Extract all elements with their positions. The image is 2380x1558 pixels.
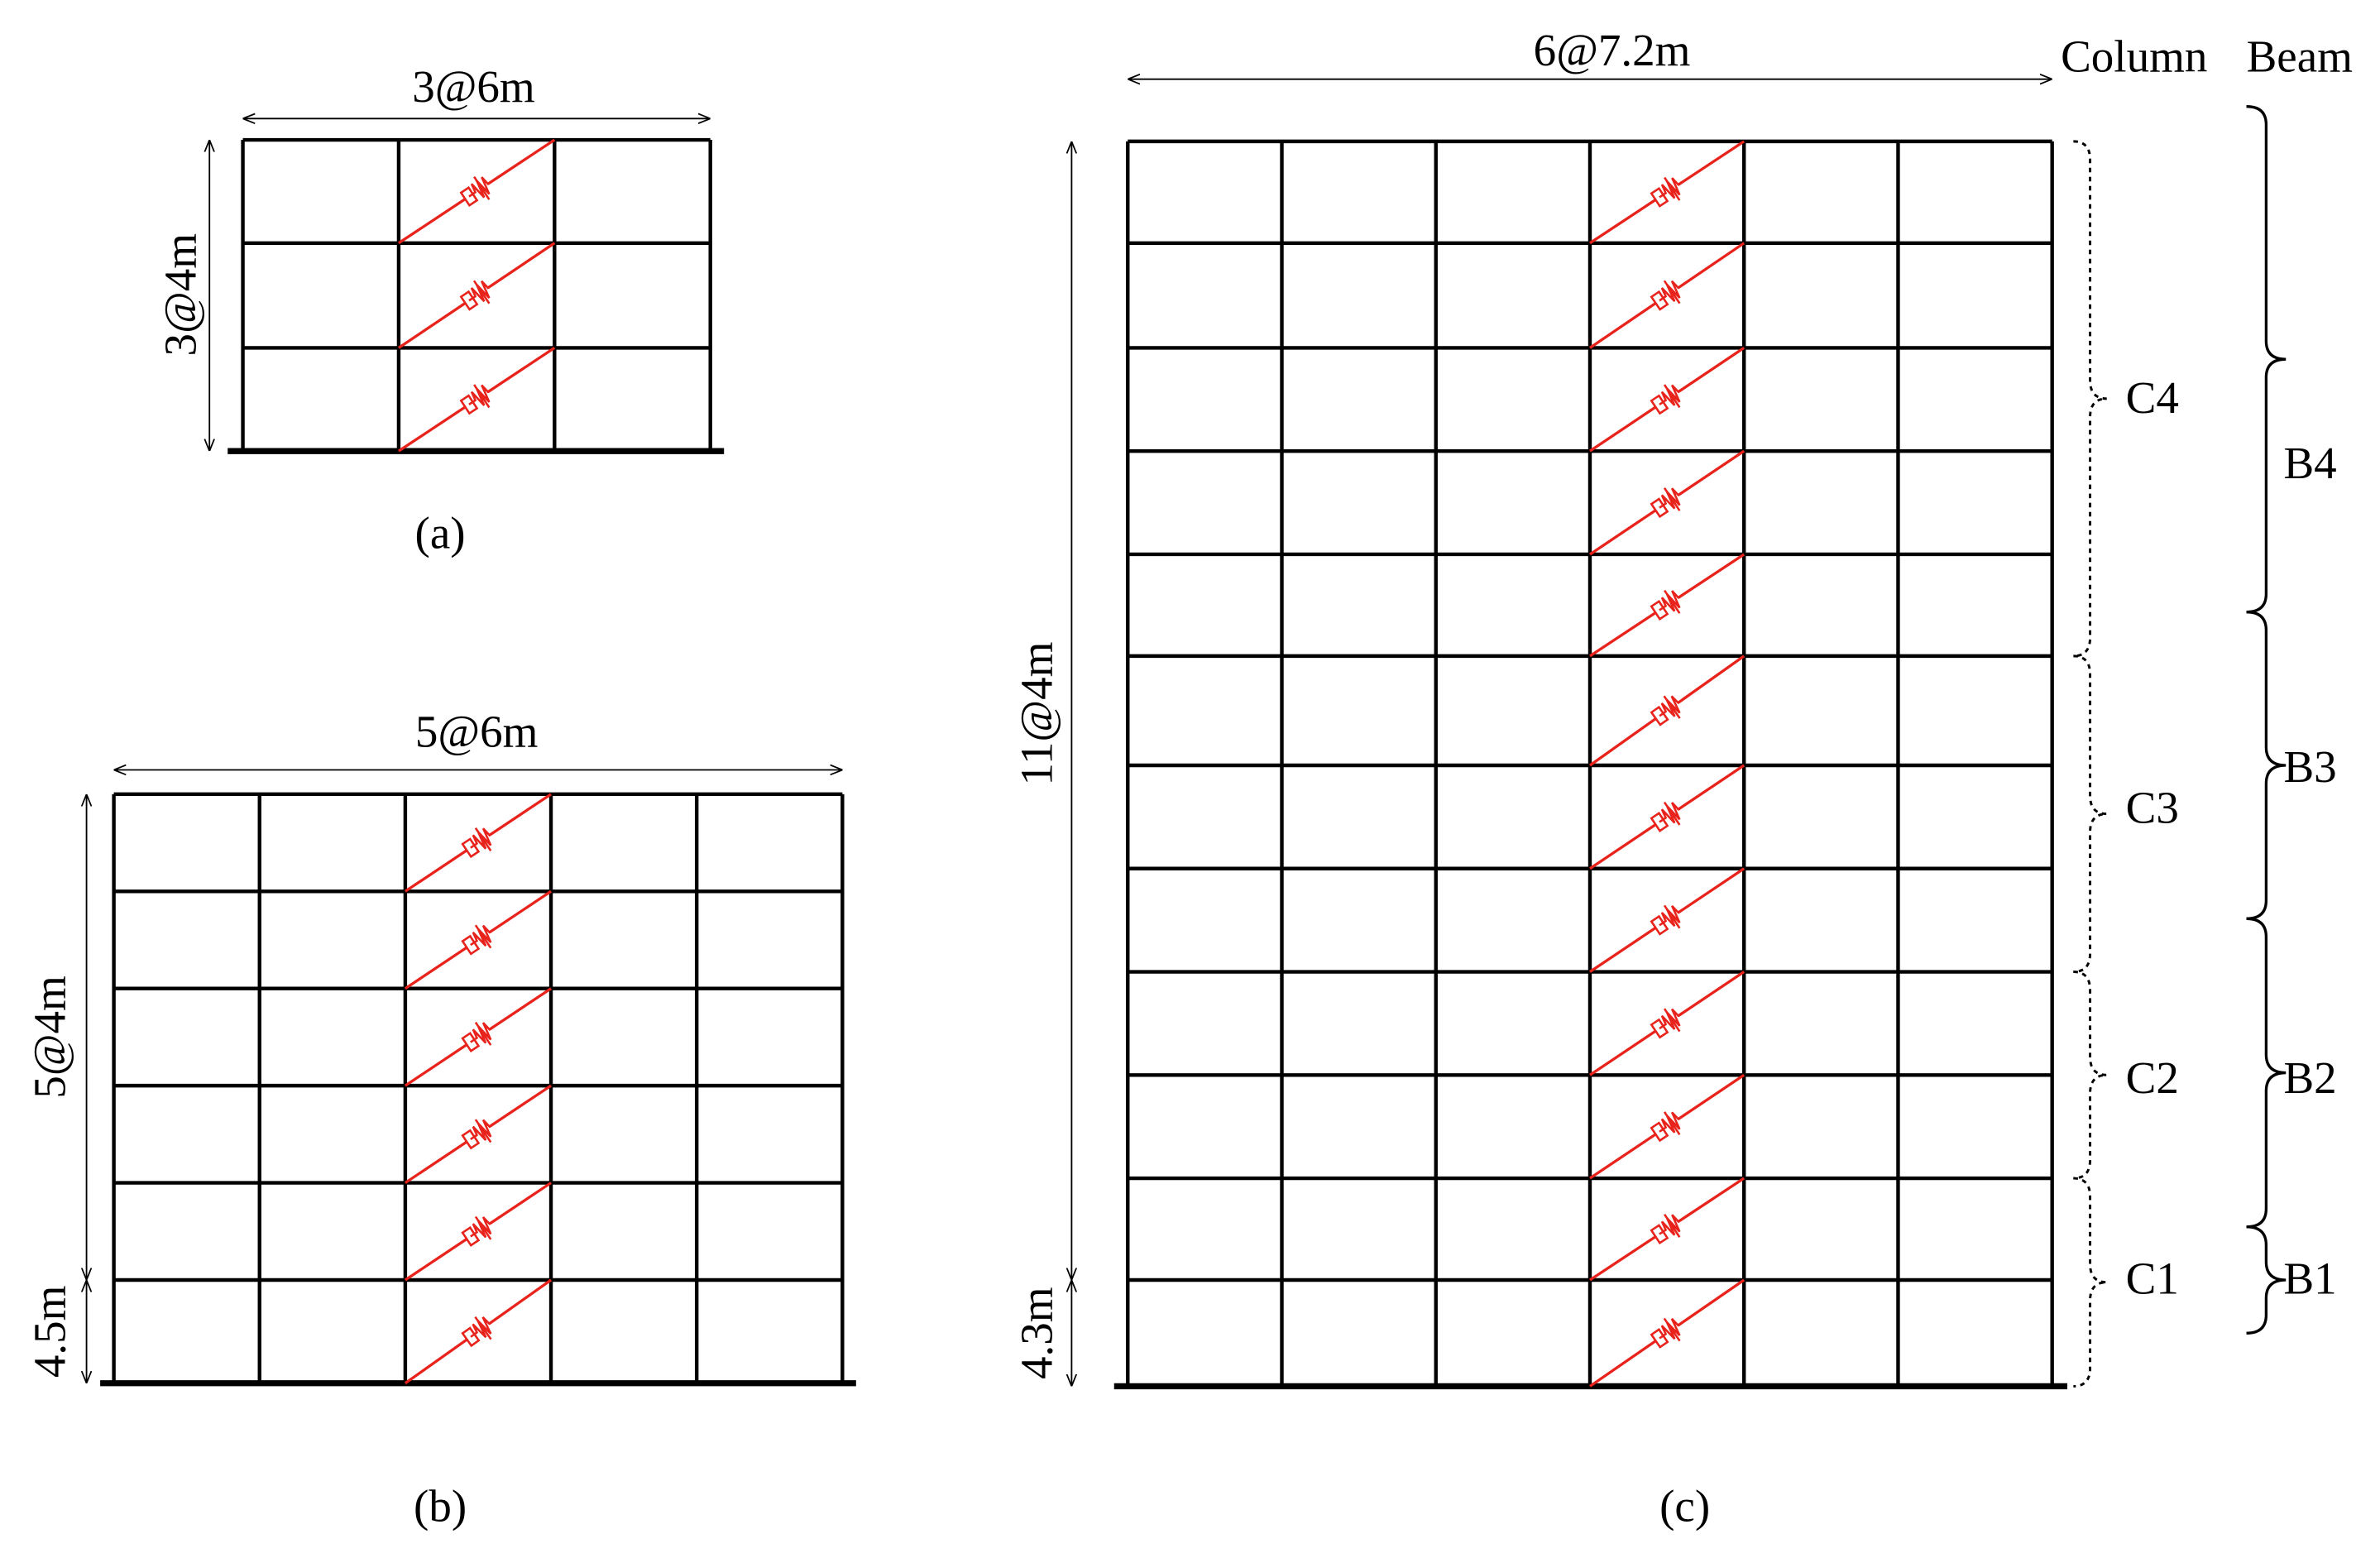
width-dim: 3@6m — [412, 61, 535, 112]
damper — [459, 175, 491, 207]
damper-symbol — [459, 175, 491, 207]
column-header: Column — [2061, 31, 2207, 81]
damper — [461, 1119, 493, 1150]
beam-group: B2 — [2283, 1052, 2336, 1103]
damper — [1650, 1008, 1682, 1039]
damper-symbol — [1650, 904, 1682, 936]
height-dim: 4.3m — [1011, 1287, 1061, 1379]
beam-brace — [2246, 917, 2287, 1229]
damper-symbol — [1650, 384, 1682, 415]
damper — [1650, 1213, 1682, 1245]
column-brace — [2073, 971, 2107, 1180]
height-dim: 11@4m — [1011, 642, 1061, 786]
damper-symbol — [459, 384, 491, 415]
damper-symbol — [1650, 589, 1682, 621]
beam-brace — [2246, 611, 2287, 920]
damper — [1650, 801, 1682, 832]
damper-symbol — [461, 924, 493, 956]
column-brace — [2073, 654, 2107, 973]
damper — [461, 827, 493, 859]
damper — [1650, 487, 1682, 519]
damper — [1650, 384, 1682, 415]
damper — [1650, 280, 1682, 311]
damper — [1650, 695, 1682, 726]
damper-symbol — [1650, 1317, 1682, 1349]
beam-brace — [2246, 105, 2287, 614]
damper-symbol — [461, 827, 493, 859]
height-dim: 3@4m — [155, 233, 205, 357]
damper-symbol — [1650, 176, 1682, 208]
damper — [1650, 1111, 1682, 1143]
column-group: C2 — [2126, 1052, 2179, 1103]
width-dim: 5@6m — [415, 707, 539, 757]
damper-symbol — [1650, 487, 1682, 519]
damper-symbol — [1650, 1008, 1682, 1039]
panel-label: (c) — [1659, 1481, 1710, 1532]
damper — [461, 1215, 493, 1247]
beam-group: B4 — [2283, 438, 2336, 488]
damper-symbol — [1650, 280, 1682, 311]
damper-symbol — [461, 1119, 493, 1150]
damper — [459, 384, 491, 415]
damper — [461, 1021, 493, 1052]
damper-symbol — [1650, 695, 1682, 726]
damper — [461, 924, 493, 956]
damper-symbol — [1650, 1111, 1682, 1143]
panel-label: (b) — [414, 1481, 467, 1532]
damper — [1650, 904, 1682, 936]
column-brace — [2073, 1177, 2107, 1388]
damper-symbol — [461, 1021, 493, 1052]
beam-group: B1 — [2283, 1253, 2336, 1303]
column-brace — [2073, 140, 2107, 658]
damper — [459, 280, 491, 311]
height-dim: 5@4m — [25, 976, 75, 1099]
beam-brace — [2246, 1225, 2287, 1335]
width-dim: 6@7.2m — [1534, 25, 1691, 75]
damper — [461, 1316, 493, 1348]
beam-group: B3 — [2283, 741, 2336, 792]
damper-symbol — [1650, 801, 1682, 832]
column-group: C1 — [2126, 1253, 2179, 1303]
panel-label: (a) — [415, 507, 466, 558]
damper-symbol — [459, 280, 491, 311]
damper — [1650, 176, 1682, 208]
damper — [1650, 1317, 1682, 1349]
damper-symbol — [1650, 1213, 1682, 1245]
beam-header: Beam — [2247, 31, 2353, 81]
height-dim: 4.5m — [25, 1286, 75, 1378]
column-group: C3 — [2126, 782, 2179, 832]
damper — [1650, 589, 1682, 621]
damper-symbol — [461, 1215, 493, 1247]
column-group: C4 — [2126, 372, 2179, 423]
damper-symbol — [461, 1316, 493, 1348]
